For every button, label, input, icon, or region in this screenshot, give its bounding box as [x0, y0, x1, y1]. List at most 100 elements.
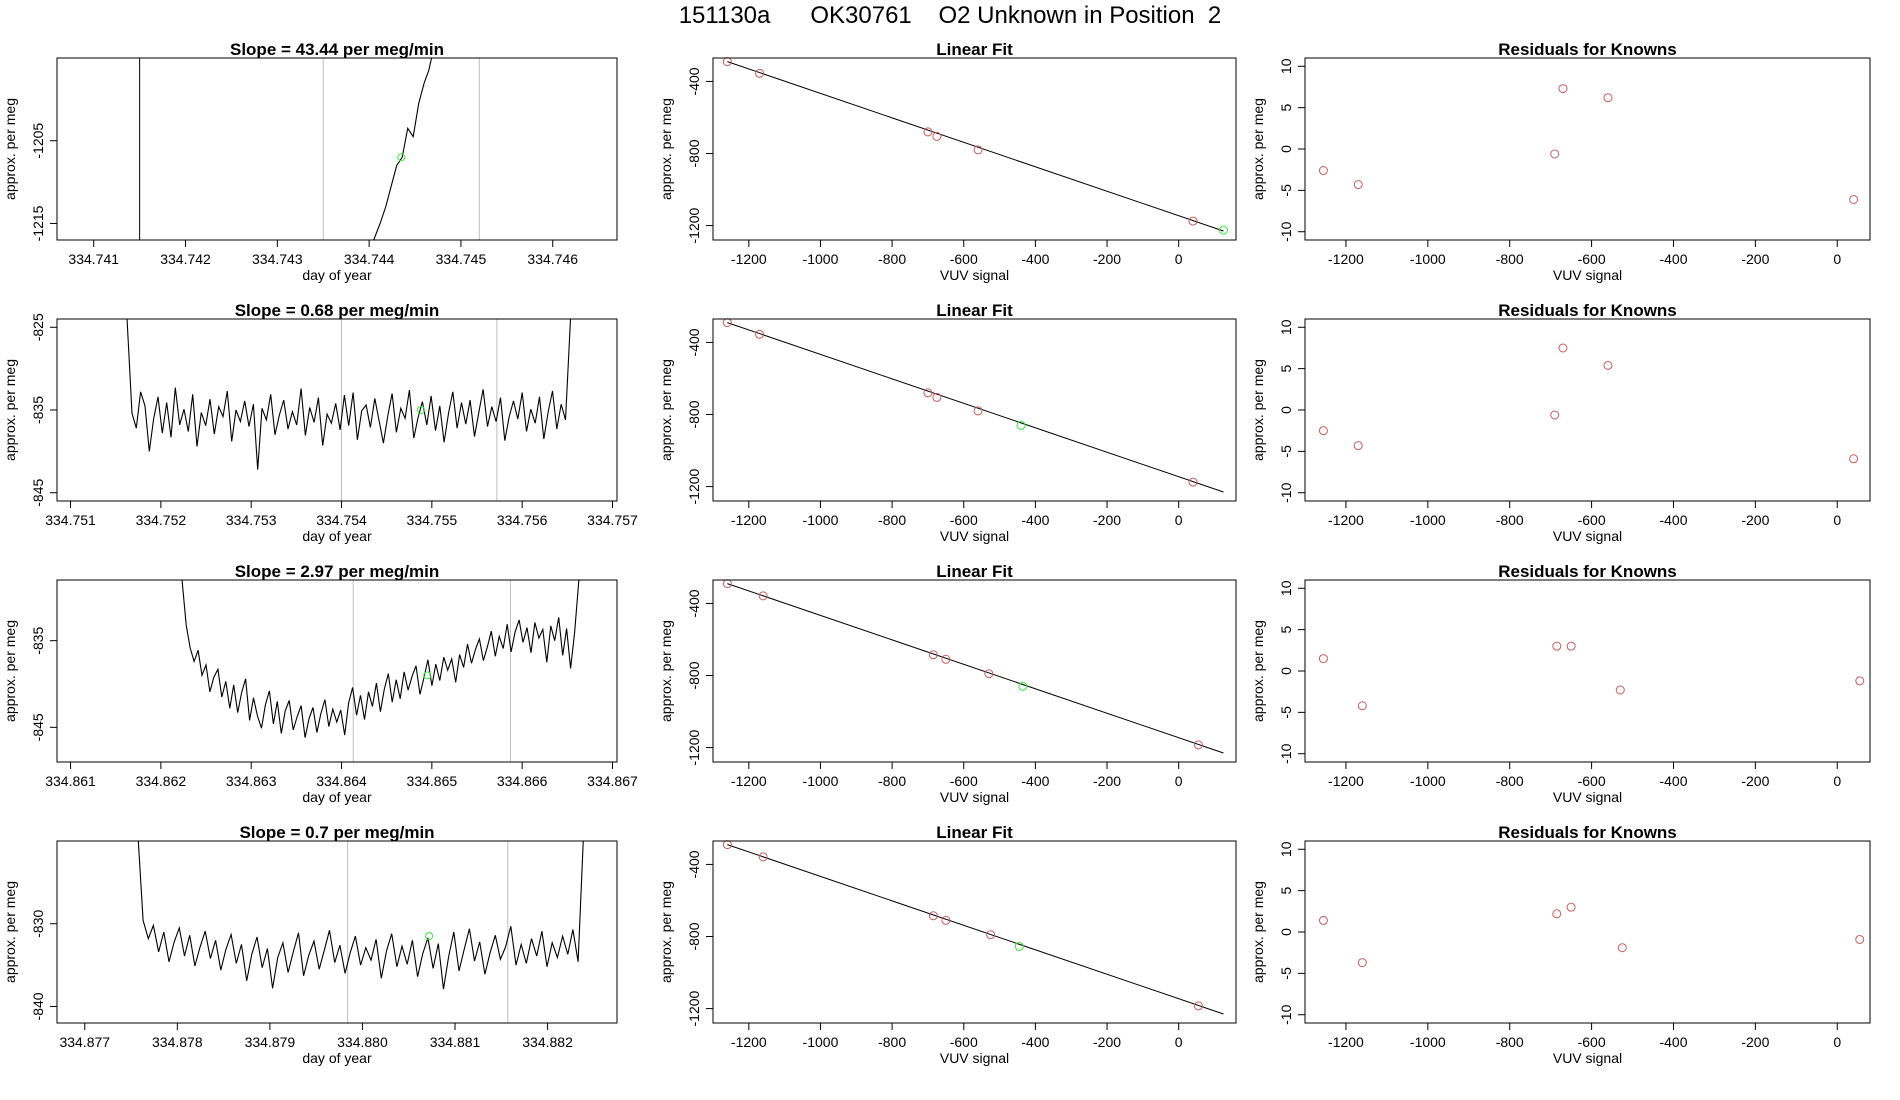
r1-linear-fit-known-point-1: [755, 329, 765, 339]
r0-time-series-ytick-label-0: -1205: [30, 123, 46, 159]
r0-residuals-xtick-label-1: -1000: [1410, 251, 1446, 267]
r3-linear-fit-xtick-label-1: -1000: [803, 1034, 839, 1050]
r1-linear-fit-xtick-label-3: -600: [950, 512, 978, 528]
r1-linear-fit-ytick-label-1: -800: [686, 400, 702, 428]
r2-linear-fit-xtick-label-2: -800: [878, 773, 906, 789]
r2-linear-fit-xtick-label-6: 0: [1175, 773, 1183, 789]
r2-time-series-ytick-label-0: -835: [30, 626, 46, 654]
r2-time-series-ytick-label-1: -845: [30, 713, 46, 741]
r3-linear-fit-ytick-label-2: -1200: [686, 990, 702, 1026]
r1-linear-fit-known-point-2: [923, 388, 933, 398]
r0-residuals-ytick-label-0: -10: [1278, 221, 1294, 241]
r1-time-series-ytick-label-2: -845: [30, 479, 46, 507]
r3-linear-fit-fit-line: [727, 844, 1224, 1015]
r1-linear-fit-xtick-label-5: -200: [1093, 512, 1121, 528]
r1-residuals-ytick-label-3: 5: [1278, 365, 1294, 373]
r3-time-series-ytick-label-1: -840: [30, 992, 46, 1020]
r1-linear-fit-frame: [712, 318, 1237, 502]
r3-residuals-residual-point-5: [1855, 934, 1865, 944]
r2-linear-fit-known-point-2: [928, 650, 938, 660]
r1-linear-fit-ylabel: approx. per meg: [658, 359, 674, 461]
r0-time-series-xlabel: day of year: [302, 267, 372, 283]
r1-residuals-ytick-label-0: -10: [1278, 482, 1294, 502]
r1-time-series-xtick-label-2: 334.753: [226, 512, 277, 528]
r2-residuals-residual-point-3: [1566, 641, 1576, 651]
r0-residuals-residual-point-5: [1849, 194, 1859, 204]
r3-time-series-xtick-label-0: 334.877: [59, 1034, 110, 1050]
r2-time-series-xtick-label-4: 334.865: [407, 773, 458, 789]
r1-residuals-residual-point-4: [1603, 360, 1613, 370]
r2-residuals-residual-point-1: [1357, 701, 1367, 711]
r0-linear-fit-xtick-label-3: -600: [950, 251, 978, 267]
r2-linear-fit-known-point-5: [1193, 740, 1203, 750]
r3-linear-fit-known-point-3: [941, 915, 951, 925]
r3-linear-fit-xtick-label-4: -400: [1021, 1034, 1049, 1050]
r0-linear-fit-xtick-label-2: -800: [878, 251, 906, 267]
r1-residuals-xtick-label-4: -400: [1659, 512, 1687, 528]
r3-residuals-ytick-label-3: 5: [1278, 887, 1294, 895]
r2-time-series-xtick-label-2: 334.863: [226, 773, 277, 789]
r1-residuals-xtick-label-6: 0: [1833, 512, 1841, 528]
r0-linear-fit-ytick-label-2: -1200: [686, 207, 702, 243]
r2-time-series-xtick-label-1: 334.862: [136, 773, 187, 789]
r0-residuals-xlabel: VUV signal: [1553, 267, 1622, 283]
r3-linear-fit-known-point-5: [1193, 1001, 1203, 1011]
r0-residuals-xtick-label-5: -200: [1741, 251, 1769, 267]
r2-linear-fit-ytick-label-1: -800: [686, 661, 702, 689]
r0-linear-fit-xtick-label-0: -1200: [731, 251, 767, 267]
r1-linear-fit-unknown-point: [1016, 420, 1026, 430]
r0-residuals-xtick-label-2: -800: [1496, 251, 1524, 267]
r2-linear-fit-xtick-label-1: -1000: [803, 773, 839, 789]
r1-residuals-ytick-label-1: -5: [1278, 445, 1294, 458]
r2-residuals-residual-point-4: [1615, 685, 1625, 695]
r3-residuals-xtick-label-1: -1000: [1410, 1034, 1446, 1050]
r2-residuals-xtick-label-4: -400: [1659, 773, 1687, 789]
r2-linear-fit-xtick-label-5: -200: [1093, 773, 1121, 789]
r2-residuals-xtick-label-2: -800: [1496, 773, 1524, 789]
r3-time-series-xlabel: day of year: [302, 1050, 372, 1066]
r0-time-series-xtick-label-3: 334.744: [344, 251, 395, 267]
r0-residuals-ylabel: approx. per meg: [1250, 98, 1266, 200]
r1-time-series-title: Slope = 0.68 per meg/min: [235, 301, 440, 320]
r1-linear-fit-ytick-label-2: -1200: [686, 468, 702, 504]
r0-residuals-frame: [1304, 57, 1871, 241]
r1-residuals-xtick-label-1: -1000: [1410, 512, 1446, 528]
r3-linear-fit-xtick-label-3: -600: [950, 1034, 978, 1050]
r3-residuals-xtick-label-3: -600: [1578, 1034, 1606, 1050]
r3-residuals-residual-point-1: [1357, 958, 1367, 968]
r0-linear-fit-unknown-point: [1218, 225, 1228, 235]
r0-linear-fit-xtick-label-5: -200: [1093, 251, 1121, 267]
r2-time-series-trace-line: [181, 580, 580, 738]
r0-time-series-xtick-label-1: 334.742: [160, 251, 211, 267]
r2-linear-fit-known-point-3: [941, 654, 951, 664]
r1-time-series-xtick-label-5: 334.756: [497, 512, 548, 528]
r3-linear-fit-xtick-label-2: -800: [878, 1034, 906, 1050]
r0-linear-fit-xtick-label-1: -1000: [803, 251, 839, 267]
r0-residuals-xtick-label-3: -600: [1578, 251, 1606, 267]
r3-linear-fit-known-point-4: [986, 930, 996, 940]
r3-time-series-ytick-label-0: -830: [30, 910, 46, 938]
r2-residuals-ytick-label-4: 10: [1278, 580, 1294, 596]
r1-residuals-frame: [1304, 318, 1871, 502]
r2-residuals-xtick-label-3: -600: [1578, 773, 1606, 789]
r1-time-series-xtick-label-4: 334.755: [407, 512, 458, 528]
r0-residuals-residual-point-4: [1603, 93, 1613, 103]
r1-time-series-trace-line: [126, 319, 572, 470]
r2-residuals-xtick-label-1: -1000: [1410, 773, 1446, 789]
r0-residuals-xtick-label-0: -1200: [1328, 251, 1364, 267]
r3-residuals-xtick-label-6: 0: [1833, 1034, 1841, 1050]
r3-residuals-xtick-label-2: -800: [1496, 1034, 1524, 1050]
r3-residuals-xtick-label-4: -400: [1659, 1034, 1687, 1050]
r2-linear-fit-ylabel: approx. per meg: [658, 620, 674, 722]
r2-residuals-xtick-label-0: -1200: [1328, 773, 1364, 789]
r3-linear-fit-ytick-label-1: -800: [686, 922, 702, 950]
r3-time-series-trace-line: [137, 841, 584, 990]
r0-linear-fit-xtick-label-6: 0: [1175, 251, 1183, 267]
r0-residuals-ytick-label-1: -5: [1278, 184, 1294, 197]
r1-time-series-unknown-marker: [417, 406, 425, 414]
r3-residuals-residual-point-0: [1318, 915, 1328, 925]
r3-residuals-ytick-label-4: 10: [1278, 841, 1294, 857]
r0-linear-fit-known-point-3: [932, 131, 942, 141]
r3-linear-fit-ylabel: approx. per meg: [658, 881, 674, 983]
